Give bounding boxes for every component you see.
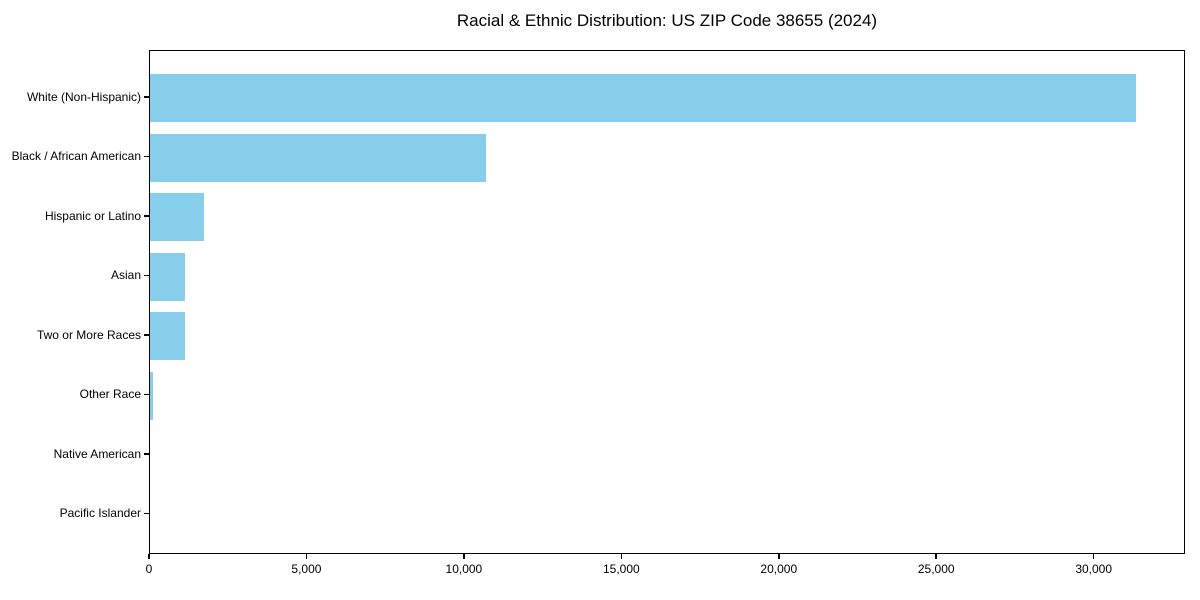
x-axis-tick bbox=[148, 554, 150, 559]
y-axis-label-white-non-hispanic: White (Non-Hispanic) bbox=[26, 89, 141, 104]
y-axis-label-pacific-islander: Pacific Islander bbox=[59, 506, 141, 520]
y-axis-label-native-american: Native American bbox=[53, 446, 141, 461]
x-axis-tick bbox=[1092, 554, 1095, 559]
x-axis-label-10-000: 10,000 bbox=[445, 562, 483, 576]
x-axis-label-15-000: 15,000 bbox=[602, 562, 640, 576]
x-axis-label-30-000: 30,000 bbox=[1075, 562, 1113, 576]
y-axis-label-black-african-american: Black / African American bbox=[11, 149, 141, 163]
y-axis-label-asian: Asian bbox=[110, 268, 141, 282]
bar-black-african-american bbox=[150, 133, 486, 182]
bar-asian bbox=[150, 252, 185, 301]
bar-white-non-hispanic bbox=[150, 74, 1136, 122]
bar-hispanic-or-latino bbox=[150, 193, 205, 241]
x-axis-label-0: 0 bbox=[145, 562, 153, 576]
y-axis-tick bbox=[144, 512, 149, 515]
y-axis-tick bbox=[144, 155, 149, 158]
x-axis-tick bbox=[778, 554, 780, 559]
y-axis-tick bbox=[144, 334, 149, 336]
x-axis-tick bbox=[305, 554, 308, 559]
x-axis-tick bbox=[620, 554, 623, 559]
y-axis-label-two-or-more-races: Two or More Races bbox=[36, 327, 141, 342]
bar-two-or-more-races bbox=[150, 312, 185, 360]
x-axis-tick bbox=[935, 554, 937, 559]
x-axis-label-25-000: 25,000 bbox=[917, 562, 955, 576]
y-axis-tick bbox=[144, 393, 149, 396]
chart-title: Racial & Ethnic Distribution: US ZIP Cod… bbox=[456, 11, 878, 30]
y-axis-label-other-race: Other Race bbox=[79, 387, 141, 401]
y-axis-tick bbox=[144, 215, 149, 217]
y-axis-label-hispanic-or-latino: Hispanic or Latino bbox=[44, 208, 141, 223]
y-axis-tick bbox=[144, 96, 149, 98]
bar-other-race bbox=[150, 371, 154, 420]
x-axis-tick bbox=[463, 554, 465, 559]
x-axis-label-5-000: 5,000 bbox=[291, 562, 322, 576]
y-axis-tick bbox=[144, 453, 149, 455]
plot-area bbox=[149, 50, 1185, 554]
y-axis-tick bbox=[144, 274, 149, 277]
x-axis-label-20-000: 20,000 bbox=[760, 562, 798, 576]
